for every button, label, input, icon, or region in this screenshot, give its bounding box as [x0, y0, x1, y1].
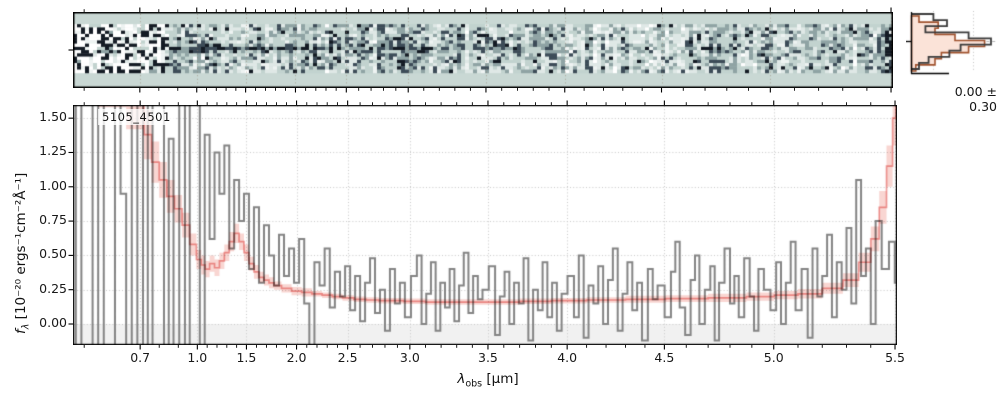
x-tick-label: 1.0	[187, 350, 208, 365]
y-tick-label: 1.00	[39, 177, 67, 193]
y-tick-label: 1.25	[39, 143, 67, 159]
target-id-label: 5105_4501	[98, 109, 175, 125]
y-tick-label: 0.75	[39, 212, 67, 228]
x-tick-label: 2.0	[286, 350, 307, 365]
x-tick-label: 4.5	[654, 350, 675, 365]
x-tick-label: 1.5	[236, 350, 257, 365]
x-axis-unit: [μm]	[482, 371, 519, 387]
spec2d-strip-canvas	[73, 12, 893, 88]
x-tick-label: 0.7	[130, 350, 151, 365]
x-axis-symbol: λ	[457, 371, 466, 387]
histogram-stats-label: 0.00 ± 0.30	[954, 84, 997, 114]
spec1d-plot-canvas	[73, 105, 897, 345]
x-axis-subscript: obs	[465, 378, 483, 390]
x-tick-label: 3.0	[399, 350, 420, 365]
residual-histogram-canvas	[906, 10, 998, 76]
y-axis-symbol: f	[13, 329, 29, 334]
y-tick-label: 0.50	[39, 246, 67, 262]
x-tick-label: 2.5	[337, 350, 358, 365]
x-tick-label: 5.5	[885, 350, 905, 365]
x-axis-label: λobs [μm]	[438, 371, 538, 390]
x-tick-label: 5.0	[763, 350, 784, 365]
y-tick-label: 0.25	[39, 280, 67, 296]
y-tick-label: 1.50	[39, 109, 67, 125]
y-tick-label: 0.00	[39, 315, 67, 330]
x-tick-label: 3.5	[478, 350, 498, 365]
x-tick-label: 4.0	[557, 350, 578, 365]
